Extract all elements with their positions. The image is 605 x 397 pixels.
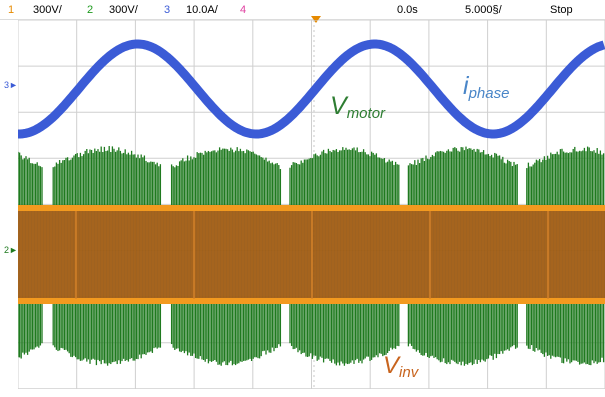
arrow-right-icon: ►: [9, 80, 18, 90]
v-motor-main: V: [330, 92, 347, 120]
ch2-scale[interactable]: 300V/: [109, 0, 138, 20]
ch1-scale[interactable]: 300V/: [33, 0, 62, 20]
ch3-scale[interactable]: 10.0A/: [186, 0, 218, 20]
timebase-scale[interactable]: 5.000§/: [465, 0, 502, 20]
v-inv-trace: [18, 205, 605, 304]
trigger-position[interactable]: 0.0s: [397, 0, 418, 20]
arrow-right-icon: ►: [9, 245, 18, 255]
v-inv-label: Vinv: [383, 352, 418, 381]
v-inv-main: V: [383, 352, 399, 379]
ch3-number[interactable]: 3: [164, 0, 170, 20]
ch3-ground-marker[interactable]: 3►: [4, 80, 18, 90]
v-motor-label: Vmotor: [330, 92, 385, 122]
ch4-number[interactable]: 4: [240, 0, 246, 20]
ch2-number[interactable]: 2: [87, 0, 93, 20]
v-inv-sub: inv: [399, 364, 418, 381]
i-phase-label: iphase: [463, 72, 509, 102]
i-phase-sub: phase: [469, 85, 510, 102]
run-stop-state[interactable]: Stop: [550, 0, 573, 20]
v-motor-sub: motor: [347, 105, 385, 122]
ch2-ground-marker[interactable]: 2►: [4, 245, 18, 255]
waveform-display[interactable]: [18, 20, 605, 389]
ch1-number[interactable]: 1: [8, 0, 14, 20]
channel-toolbar: 1 300V/ 2 300V/ 3 10.0A/ 4 0.0s 5.000§/ …: [0, 0, 605, 20]
